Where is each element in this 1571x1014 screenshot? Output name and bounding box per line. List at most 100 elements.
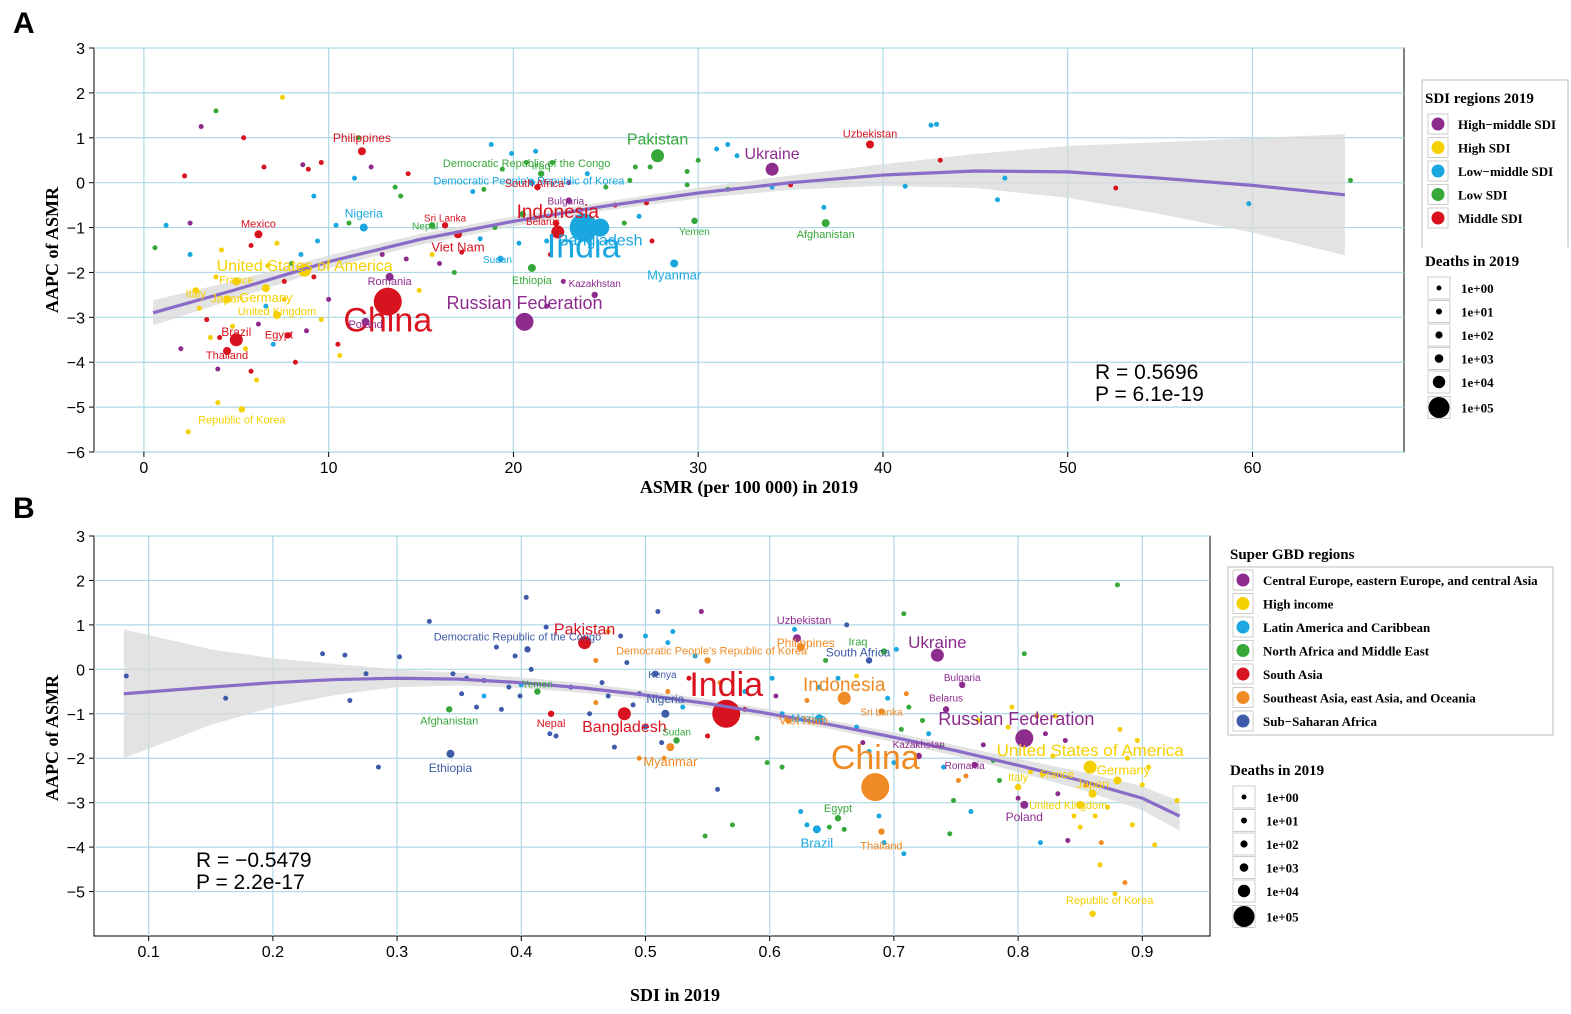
x-tick-label: 0.1 <box>138 944 160 961</box>
data-point <box>684 182 690 188</box>
point-label: France <box>1040 769 1074 781</box>
data-point <box>255 321 261 327</box>
data-point <box>605 629 611 635</box>
legend-swatch <box>1236 667 1250 681</box>
data-point <box>187 251 193 257</box>
panel-a: India China Russian Federation Indonesia Ban… <box>42 41 1569 498</box>
data-point <box>363 671 369 677</box>
data-point <box>729 822 735 828</box>
data-point <box>248 368 254 374</box>
data-point <box>470 189 476 195</box>
data-point <box>1114 582 1120 588</box>
point-label: Egypt <box>824 803 852 815</box>
data-point <box>298 251 304 257</box>
data-point <box>826 824 832 830</box>
data-point <box>375 764 381 770</box>
data-point <box>450 671 456 677</box>
data-point <box>368 164 374 170</box>
data-point <box>636 213 642 219</box>
data-point <box>891 760 897 766</box>
point-label: Brazil <box>221 325 251 339</box>
data-point <box>854 673 860 679</box>
legend-size-swatch <box>1233 906 1255 927</box>
point-label: Indonesia <box>517 202 600 223</box>
point-label: Philippines <box>333 131 391 145</box>
data-point <box>1113 776 1122 785</box>
data-point <box>1015 729 1034 748</box>
data-point <box>605 693 611 699</box>
data-point <box>1062 737 1068 743</box>
x-tick-label: 0.6 <box>759 944 781 961</box>
y-tick-label: 0 <box>76 176 85 193</box>
data-point <box>311 274 317 280</box>
legend-swatch <box>1431 211 1445 225</box>
data-point <box>1152 842 1158 848</box>
legend-item-label: Southeast Asia, east Asia, and Oceania <box>1263 691 1476 706</box>
data-point <box>405 171 411 177</box>
data-point <box>673 737 680 744</box>
data-point <box>523 594 529 600</box>
data-point <box>1146 764 1152 770</box>
data-point <box>618 633 624 639</box>
data-point <box>837 691 851 705</box>
data-point <box>714 146 720 152</box>
data-point <box>357 147 366 156</box>
legend-size-swatch <box>1432 375 1446 389</box>
point-label: Uzbekistan <box>777 615 831 627</box>
point-label: Italy <box>186 288 207 300</box>
data-point <box>578 636 592 650</box>
data-point <box>902 183 908 189</box>
point-label: Sudan <box>483 255 512 266</box>
data-point <box>603 184 609 190</box>
data-point <box>793 634 802 643</box>
point-label: India <box>547 228 621 266</box>
legend-size-label: 1e+02 <box>1266 837 1299 852</box>
point-label: Bulgaria <box>944 673 981 684</box>
data-point <box>352 175 358 181</box>
legend-item-label: Central Europe, eastern Europe, and cent… <box>1263 573 1538 588</box>
legend-swatch <box>1431 141 1445 154</box>
legend-size-label: 1e+05 <box>1461 401 1494 416</box>
stat-p-b: P = 2.2e-17 <box>196 871 305 894</box>
data-point <box>651 149 665 163</box>
data-point <box>373 287 402 316</box>
trend-line-a <box>152 169 1346 315</box>
data-point <box>587 711 593 717</box>
data-point <box>1174 797 1180 803</box>
data-point <box>215 400 221 406</box>
legend-size-swatch <box>1435 331 1443 339</box>
legend-item-label: High−middle SDI <box>1458 117 1556 132</box>
data-point <box>519 210 526 218</box>
data-point <box>680 704 686 710</box>
legend-box-b <box>1227 566 1554 736</box>
data-point <box>279 94 285 100</box>
data-point <box>975 717 981 723</box>
x-tick-label: 50 <box>1059 460 1077 477</box>
point-label: Sri Lanka <box>860 708 903 719</box>
data-point <box>196 305 202 311</box>
y-tick-label: 2 <box>76 573 85 590</box>
data-point <box>947 831 953 837</box>
data-point <box>481 693 487 699</box>
point-label: Italy <box>1008 772 1029 784</box>
legend-size-swatch <box>1428 397 1450 418</box>
data-point <box>647 164 653 170</box>
legend-size-swatch <box>1239 863 1249 872</box>
data-point <box>860 740 866 746</box>
point-label: Philippines <box>777 636 835 650</box>
data-point <box>547 731 553 737</box>
legend-item-label: Latin America and Caribbean <box>1263 620 1431 635</box>
data-point <box>254 230 263 239</box>
data-point <box>686 675 692 681</box>
data-point <box>980 742 986 748</box>
point-labels-b: India China Russian Federation Indonesia Ban… <box>420 615 1184 907</box>
point-label: Pakistan <box>554 622 615 639</box>
point-label: Ukraine <box>908 633 967 652</box>
data-point <box>1089 910 1096 917</box>
y-tick-label: −4 <box>67 355 85 372</box>
data-point <box>611 744 617 750</box>
data-point <box>178 346 184 352</box>
data-point <box>481 186 487 192</box>
legend-color-title: SDI regions 2019 <box>1425 91 1534 107</box>
data-point <box>599 680 605 686</box>
